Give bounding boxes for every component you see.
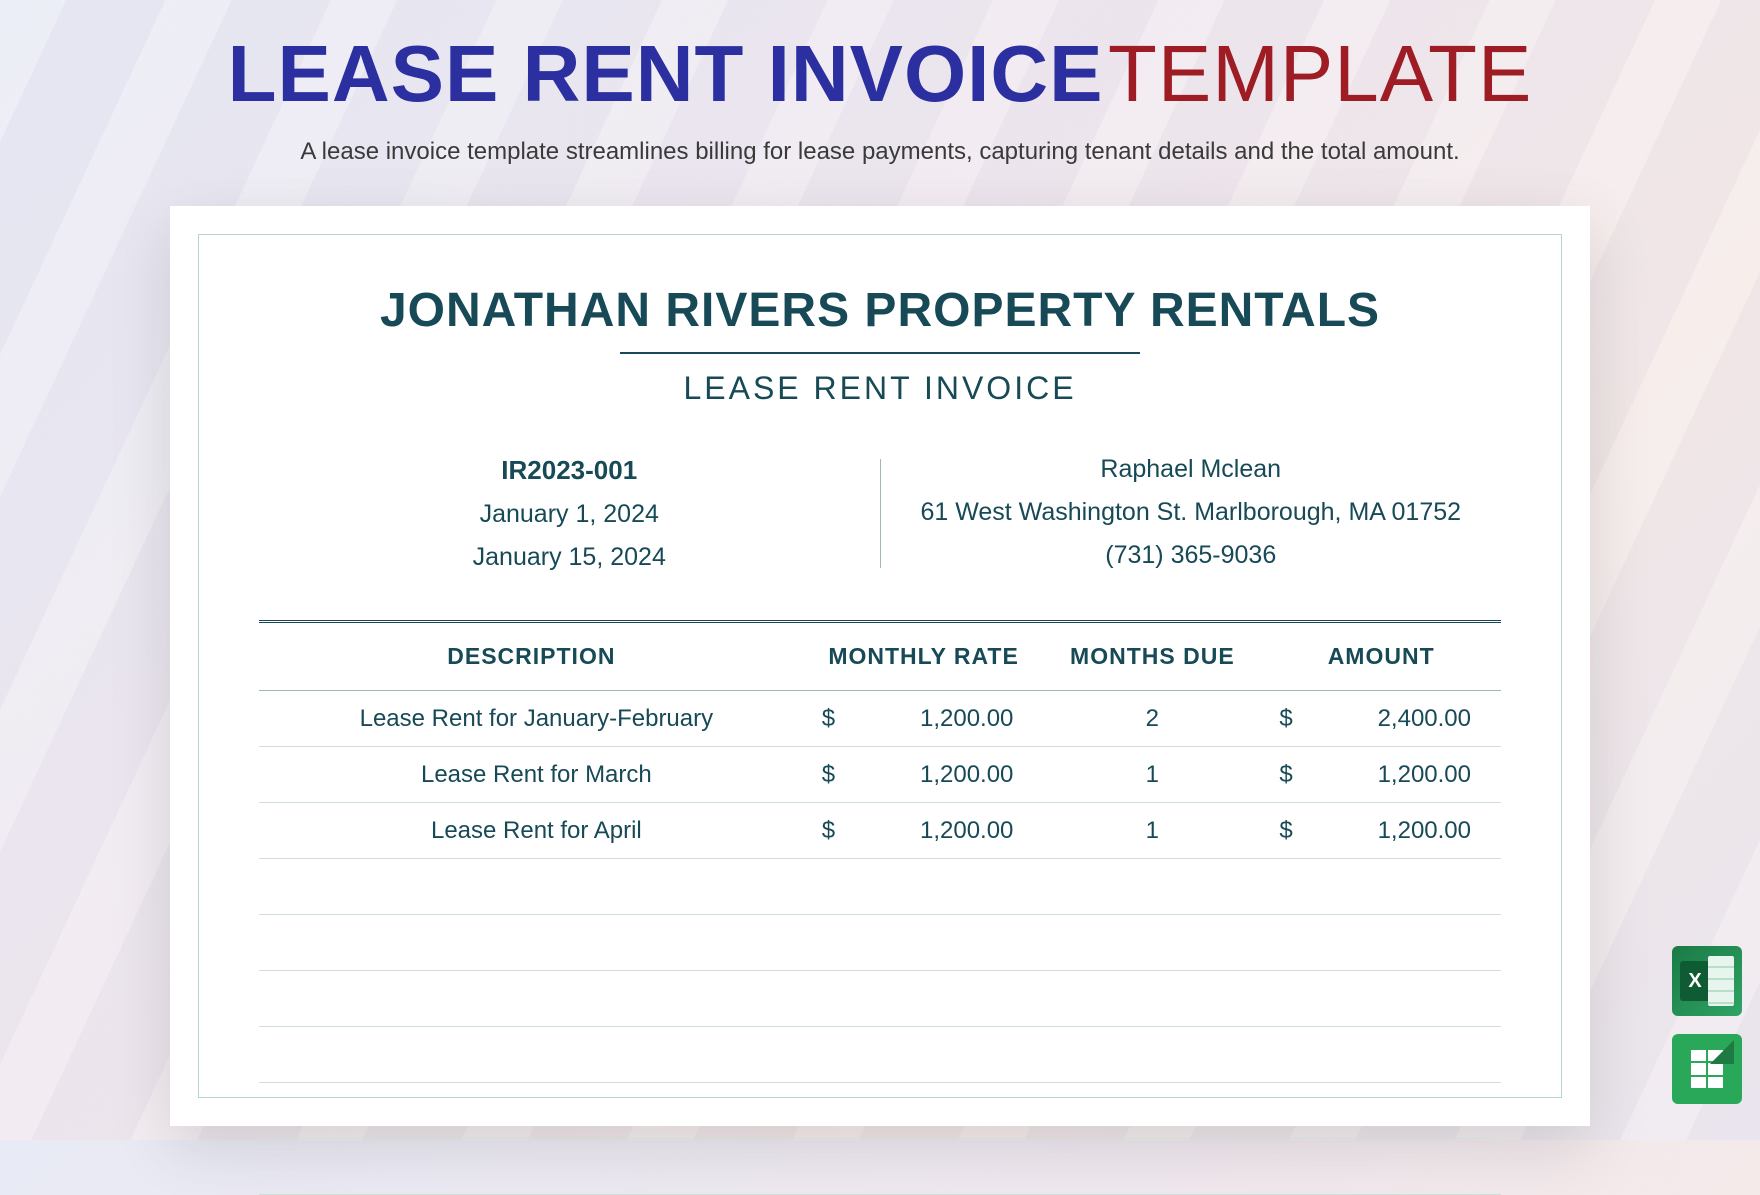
page-subtitle: A lease invoice template streamlines bil… bbox=[300, 138, 1459, 166]
table-header: DESCRIPTION MONTHLY RATE MONTHS DUE AMOU… bbox=[259, 620, 1501, 691]
table-row-empty bbox=[259, 1139, 1501, 1195]
td-description: Lease Rent for April bbox=[259, 817, 804, 845]
meta-right: Raphael Mclean 61 West Washington St. Ma… bbox=[881, 455, 1502, 572]
td-rate: $1,200.00 bbox=[804, 705, 1044, 733]
td-amount: $2,400.00 bbox=[1261, 705, 1501, 733]
tenant-address: 61 West Washington St. Marlborough, MA 0… bbox=[920, 498, 1461, 527]
page-title-row: LEASE RENT INVOICE TEMPLATE bbox=[228, 28, 1533, 120]
td-rate: $1,200.00 bbox=[804, 817, 1044, 845]
table-row-empty bbox=[259, 1083, 1501, 1139]
app-icons bbox=[1672, 946, 1742, 1104]
table-row-empty bbox=[259, 971, 1501, 1027]
td-rate: $1,200.00 bbox=[804, 761, 1044, 789]
google-sheets-icon[interactable] bbox=[1672, 1034, 1742, 1104]
page-title-main: LEASE RENT INVOICE bbox=[228, 29, 1104, 118]
th-months-due: MONTHS DUE bbox=[1043, 643, 1261, 670]
page-container: LEASE RENT INVOICE TEMPLATE A lease invo… bbox=[0, 0, 1760, 1140]
document-card: JONATHAN RIVERS PROPERTY RENTALS LEASE R… bbox=[170, 206, 1590, 1126]
company-name: JONATHAN RIVERS PROPERTY RENTALS bbox=[259, 283, 1501, 338]
td-description: Lease Rent for March bbox=[259, 761, 804, 789]
td-months: 1 bbox=[1043, 761, 1261, 789]
meta-left: IR2023-001 January 1, 2024 January 15, 2… bbox=[259, 455, 880, 572]
table-row: Lease Rent for April$1,200.001$1,200.00 bbox=[259, 803, 1501, 859]
table-row-empty bbox=[259, 859, 1501, 915]
th-monthly-rate: MONTHLY RATE bbox=[804, 643, 1044, 670]
invoice-table: DESCRIPTION MONTHLY RATE MONTHS DUE AMOU… bbox=[259, 620, 1501, 1195]
td-amount: $1,200.00 bbox=[1261, 761, 1501, 789]
td-description: Lease Rent for January-February bbox=[259, 705, 804, 733]
page-title-suffix: TEMPLATE bbox=[1108, 29, 1532, 118]
table-row-empty bbox=[259, 915, 1501, 971]
table-body: Lease Rent for January-February$1,200.00… bbox=[259, 691, 1501, 1195]
tenant-phone: (731) 365-9036 bbox=[1105, 541, 1276, 570]
th-description: DESCRIPTION bbox=[259, 643, 804, 670]
table-row: Lease Rent for March$1,200.001$1,200.00 bbox=[259, 747, 1501, 803]
invoice-number: IR2023-001 bbox=[501, 455, 637, 486]
excel-icon[interactable] bbox=[1672, 946, 1742, 1016]
sheets-grid bbox=[1690, 1049, 1724, 1089]
table-row-empty bbox=[259, 1027, 1501, 1083]
invoice-date-2: January 15, 2024 bbox=[473, 543, 666, 572]
table-row: Lease Rent for January-February$1,200.00… bbox=[259, 691, 1501, 747]
meta-row: IR2023-001 January 1, 2024 January 15, 2… bbox=[259, 455, 1501, 572]
tenant-name: Raphael Mclean bbox=[1100, 455, 1281, 484]
document-inner: JONATHAN RIVERS PROPERTY RENTALS LEASE R… bbox=[198, 234, 1562, 1098]
invoice-date-1: January 1, 2024 bbox=[480, 500, 659, 529]
td-months: 1 bbox=[1043, 817, 1261, 845]
th-amount: AMOUNT bbox=[1261, 643, 1501, 670]
title-divider bbox=[620, 352, 1140, 354]
document-title: LEASE RENT INVOICE bbox=[259, 370, 1501, 407]
td-amount: $1,200.00 bbox=[1261, 817, 1501, 845]
td-months: 2 bbox=[1043, 705, 1261, 733]
